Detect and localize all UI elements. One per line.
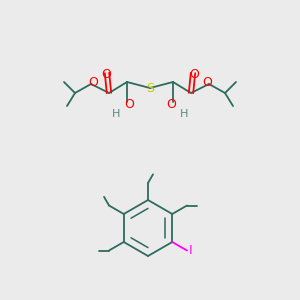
Text: O: O: [202, 76, 212, 89]
Text: H: H: [180, 109, 188, 119]
Text: S: S: [146, 82, 154, 94]
Text: O: O: [189, 68, 199, 80]
Text: H: H: [112, 109, 120, 119]
Text: I: I: [189, 244, 193, 257]
Text: O: O: [166, 98, 176, 110]
Text: O: O: [101, 68, 111, 80]
Text: O: O: [88, 76, 98, 89]
Text: O: O: [124, 98, 134, 110]
